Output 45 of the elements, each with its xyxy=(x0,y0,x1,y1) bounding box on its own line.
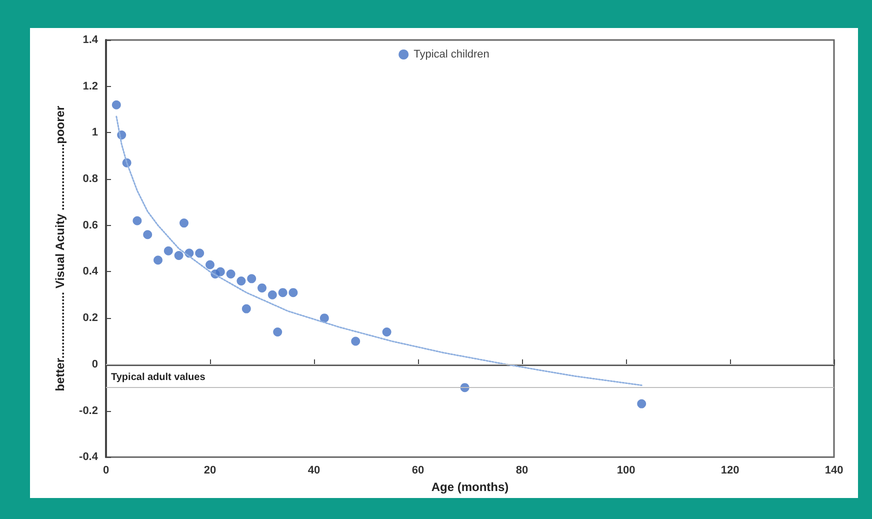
ref-line-label: Typical adult values xyxy=(111,372,206,384)
y-tick-label: 0 xyxy=(92,358,98,370)
point xyxy=(174,251,184,260)
y-tick-label: 0.2 xyxy=(82,312,98,324)
point xyxy=(288,288,298,298)
point xyxy=(236,276,246,286)
x-axis-title: Age (months) xyxy=(431,480,509,494)
point xyxy=(180,218,188,228)
y-tick-label: 0.8 xyxy=(82,173,98,186)
point xyxy=(143,230,152,240)
point xyxy=(242,304,251,314)
x-tick-label: 100 xyxy=(616,464,636,477)
point xyxy=(112,100,121,110)
y-axis-title: better.................... Visual Acuity ....................poorer xyxy=(53,106,67,392)
point xyxy=(278,288,288,298)
x-tick-label: 60 xyxy=(412,464,424,477)
point xyxy=(216,267,225,276)
x-tick-label: 120 xyxy=(720,464,740,477)
point xyxy=(273,327,282,336)
point xyxy=(382,327,392,336)
x-tick-label: 0 xyxy=(102,464,110,477)
x-tick-label: 20 xyxy=(204,464,216,477)
y-tick-label: 0.4 xyxy=(82,266,99,278)
point xyxy=(268,290,277,300)
point xyxy=(247,274,256,284)
point xyxy=(154,256,162,265)
point xyxy=(226,270,236,279)
point xyxy=(351,336,360,346)
y-tick-label: 1.4 xyxy=(82,34,99,46)
y-tick-label: -0.2 xyxy=(79,404,98,417)
point xyxy=(258,283,266,292)
x-tick-label: 40 xyxy=(308,464,320,477)
y-tick-label: -0.4 xyxy=(79,451,99,464)
point xyxy=(320,314,329,323)
y-tick-label: 0.6 xyxy=(82,219,98,232)
x-tick-label: 140 xyxy=(824,464,844,477)
point xyxy=(132,216,142,226)
point xyxy=(164,246,173,256)
x-tick-label: 80 xyxy=(516,464,528,477)
point xyxy=(195,248,204,258)
point xyxy=(206,260,214,270)
point xyxy=(637,399,646,408)
y-tick-label: 1.2 xyxy=(82,80,98,92)
legend-label: Typical children xyxy=(414,48,490,60)
y-tick-label: 1 xyxy=(92,126,98,139)
